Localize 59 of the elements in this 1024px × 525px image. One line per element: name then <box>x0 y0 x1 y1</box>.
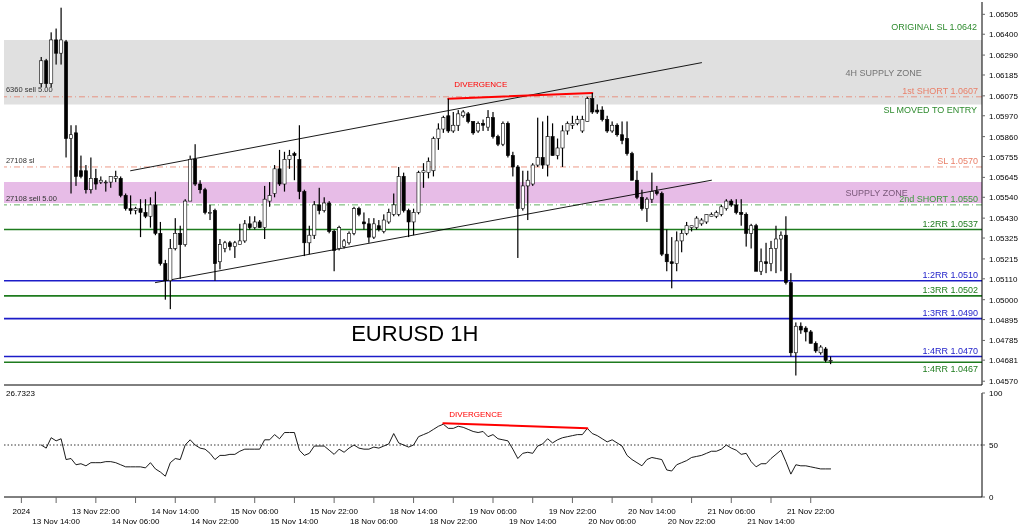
ref-line-label: 2nd SHORT 1.0550 <box>899 194 978 205</box>
y-tick-label: 1.05000 <box>989 295 1019 305</box>
x-tick-label: 21 Nov 14:00 <box>747 517 796 525</box>
text: EURUSD 1H <box>351 320 479 346</box>
y-tick-label: 1.06505 <box>989 10 1019 20</box>
x-tick-label: 19 Nov 22:00 <box>548 507 597 516</box>
ref-line-label: 1:4RR 1.0470 <box>922 346 978 357</box>
ref-line-label: 1:4RR 1.0467 <box>922 364 978 375</box>
series-label: DIVERGENCE <box>454 80 508 90</box>
ref-line-label: 1:3RR 1.0490 <box>922 308 978 319</box>
y-tick-label: 1.06400 <box>989 30 1019 40</box>
y-tick-label: 1.05215 <box>989 254 1019 264</box>
y-tick-label: 1.05755 <box>989 152 1019 162</box>
y-tick-label: 1.05325 <box>989 234 1019 244</box>
annotation: SL MOVED TO ENTRY <box>883 105 978 116</box>
y-tick-label: 1.05860 <box>989 132 1019 142</box>
x-tick-label: 14 Nov 06:00 <box>111 517 160 525</box>
y-tick-label: 50 <box>989 441 999 450</box>
x-tick-label: 21 Nov 06:00 <box>707 507 756 516</box>
band-label: 4H SUPPLY ZONE <box>845 67 922 78</box>
y-tick-label: 1.05540 <box>989 193 1019 203</box>
x-tick-label: 18 Nov 22:00 <box>429 517 478 525</box>
x-tick-label: 20 Nov 22:00 <box>667 517 716 525</box>
y-tick-label: 1.06185 <box>989 71 1019 80</box>
ref-line-label: SL 1.0570 <box>937 156 978 167</box>
y-tick-label: 1.04895 <box>989 315 1019 325</box>
y-tick-label: 1.06290 <box>989 51 1019 61</box>
y-tick-label: 1.04570 <box>989 377 1019 387</box>
x-tick-label: 18 Nov 06:00 <box>350 517 399 525</box>
y-tick-label: 1.06075 <box>989 91 1019 101</box>
y-tick-label: 1.05645 <box>989 173 1019 183</box>
y-tick-label: 0 <box>989 493 994 502</box>
x-tick-label: 19 Nov 14:00 <box>508 517 558 525</box>
y-tick-label: 1.04681 <box>989 356 1019 366</box>
x-tick-label: 14 Nov 14:00 <box>151 507 200 516</box>
x-tick-label: 18 Nov 14:00 <box>389 507 438 516</box>
x-tick-label: 15 Nov 14:00 <box>270 517 319 525</box>
chart-title: 26.7323 <box>6 389 36 398</box>
y-tick-label: 1.05970 <box>989 111 1019 121</box>
ref-line-label: 1st SHORT 1.0607 <box>902 86 978 97</box>
x-tick-label: 21 Nov 22:00 <box>786 507 836 516</box>
x-tick-label: 13 Nov 14:00 <box>32 517 81 525</box>
x-tick-label: 2024 <box>12 507 31 516</box>
y-tick-label: 1.05430 <box>989 214 1019 224</box>
y-tick-label: 100 <box>989 389 1003 398</box>
x-tick-label: 13 Nov 22:00 <box>72 507 121 516</box>
series-label: DIVERGENCE <box>449 410 503 420</box>
x-tick-label: 15 Nov 06:00 <box>230 507 280 516</box>
ref-line-label: 1:3RR 1.0502 <box>922 285 978 296</box>
y-tick-label: 1.05110 <box>989 274 1018 284</box>
annotation: ORIGINAL SL 1.0642 <box>891 22 978 33</box>
ref-line-label: 1:2RR 1.0537 <box>922 219 978 230</box>
x-tick-label: 19 Nov 06:00 <box>469 507 518 516</box>
x-tick-label: 15 Nov 22:00 <box>310 507 359 516</box>
x-tick-label: 14 Nov 22:00 <box>191 517 240 525</box>
x-tick-label: 20 Nov 06:00 <box>588 517 637 525</box>
ref-line-label: 1:2RR 1.0510 <box>922 270 978 281</box>
x-tick-label: 20 Nov 14:00 <box>628 507 677 516</box>
y-tick-label: 1.04785 <box>989 336 1019 346</box>
